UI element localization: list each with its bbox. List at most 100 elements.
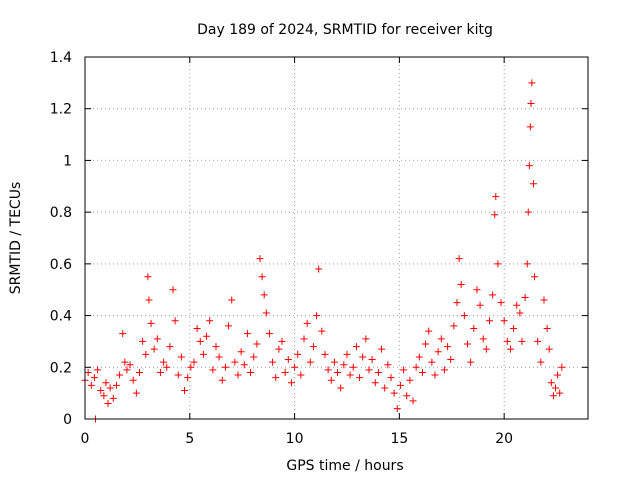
data-point (163, 363, 171, 371)
data-point (473, 286, 481, 294)
data-point (250, 353, 258, 361)
data-point (142, 350, 150, 358)
data-point (97, 387, 105, 395)
data-point (425, 327, 433, 335)
data-point (291, 363, 299, 371)
y-tick-label: 0.6 (50, 257, 72, 273)
data-point (428, 358, 436, 366)
y-tick-label: 1 (63, 153, 72, 169)
data-point (521, 293, 529, 301)
data-point (431, 371, 439, 379)
x-tick-label: 10 (286, 431, 304, 447)
data-point (396, 381, 404, 389)
data-point (258, 273, 266, 281)
data-point (287, 379, 295, 387)
data-point (440, 366, 448, 374)
data-point (166, 343, 174, 351)
data-point (362, 335, 370, 343)
data-point (503, 337, 511, 345)
data-point (284, 356, 292, 364)
x-tick-label: 5 (185, 431, 194, 447)
data-point (260, 291, 268, 299)
data-point (212, 343, 220, 351)
data-point (199, 350, 207, 358)
data-point (558, 363, 566, 371)
data-point (368, 356, 376, 364)
data-point (126, 361, 134, 369)
data-point (150, 345, 158, 353)
data-point (171, 317, 179, 325)
data-point (102, 379, 110, 387)
chart-title: Day 189 of 2024, SRMTID for receiver kit… (197, 22, 493, 38)
data-point (221, 363, 229, 371)
data-points (81, 79, 566, 423)
data-point (547, 379, 555, 387)
data-point (300, 335, 308, 343)
data-point (434, 348, 442, 356)
y-tick-label: 0.4 (50, 309, 72, 325)
data-point (177, 353, 185, 361)
data-point (387, 374, 395, 382)
data-point (406, 376, 414, 384)
data-point (327, 376, 335, 384)
data-point (209, 366, 217, 374)
x-tick-label: 0 (81, 431, 90, 447)
data-point (272, 374, 280, 382)
data-point (129, 376, 137, 384)
data-point (243, 330, 251, 338)
x-axis-label: GPS time / hours (286, 458, 403, 474)
data-point (346, 371, 354, 379)
data-point (206, 317, 214, 325)
data-point (534, 337, 542, 345)
data-point (109, 394, 117, 402)
data-point (381, 384, 389, 392)
y-tick-label: 0.8 (50, 205, 72, 221)
data-point (479, 335, 487, 343)
data-point (526, 123, 534, 131)
data-point (187, 363, 195, 371)
data-point (523, 260, 531, 268)
y-tick-label: 0 (63, 412, 72, 428)
data-point (418, 368, 426, 376)
data-point (422, 340, 430, 348)
data-point (309, 343, 317, 351)
data-point (174, 371, 182, 379)
data-point (337, 384, 345, 392)
data-point (318, 327, 326, 335)
data-point (518, 337, 526, 345)
data-point (145, 296, 153, 304)
data-point (527, 100, 535, 108)
data-point (265, 330, 273, 338)
data-point (269, 358, 277, 366)
data-point (278, 337, 286, 345)
data-point (409, 397, 417, 405)
data-point (492, 193, 500, 201)
data-point (215, 353, 223, 361)
data-point (540, 296, 548, 304)
data-point (437, 335, 445, 343)
data-point (193, 325, 201, 332)
data-point (116, 371, 124, 379)
y-tick-label: 0.2 (50, 360, 72, 376)
data-point (450, 322, 458, 330)
data-point (234, 371, 242, 379)
data-point (447, 356, 455, 364)
data-point (494, 260, 502, 268)
data-point (403, 392, 411, 400)
data-point (537, 358, 545, 366)
data-point (297, 371, 305, 379)
data-point (87, 381, 95, 389)
data-point (500, 317, 508, 325)
data-point (184, 374, 192, 382)
data-point (467, 358, 475, 366)
data-point (524, 208, 532, 216)
data-point (457, 281, 465, 289)
data-point (359, 353, 367, 361)
data-point (476, 301, 484, 309)
y-tick-label: 1.2 (50, 102, 72, 118)
data-point (106, 384, 114, 392)
data-point (531, 273, 539, 281)
data-point (119, 330, 127, 338)
